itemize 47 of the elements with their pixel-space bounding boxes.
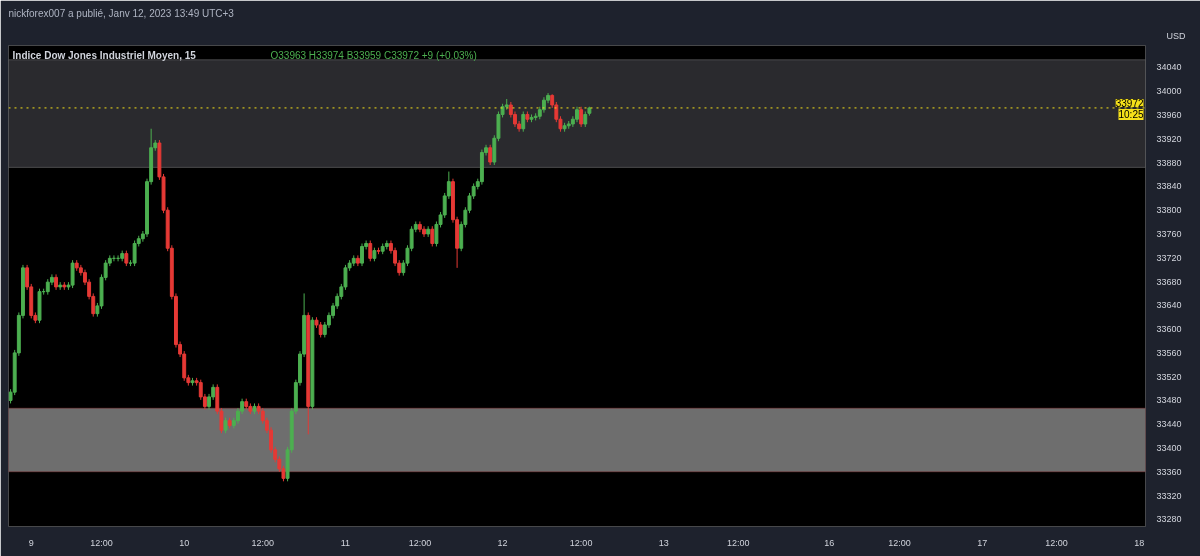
y-tick-label: 33520 (1156, 371, 1182, 382)
y-axis-title: USD (1166, 30, 1186, 41)
x-tick-label: 12:00 (251, 537, 275, 548)
y-tick-label: 33960 (1156, 110, 1182, 121)
x-tick-label: 12:00 (569, 537, 593, 548)
x-tick-label: 12:00 (726, 537, 750, 548)
x-tick-label: 11 (340, 537, 351, 548)
y-tick-label: 33640 (1156, 300, 1182, 311)
x-tick-label: 12:00 (408, 537, 432, 548)
x-tick-label: 12:00 (888, 537, 911, 548)
y-tick-label: 33760 (1156, 228, 1182, 239)
x-tick-label: 13 (658, 537, 669, 548)
chart-title: Indice Dow Jones Industriel Moyen, 15 (12, 49, 197, 61)
y-tick-label: 33280 (1156, 514, 1182, 525)
candlestick (488, 144, 493, 166)
y-tick-label: 33360 (1156, 466, 1182, 477)
x-tick-label: 17 (977, 537, 988, 548)
y-tick-label: 33400 (1156, 443, 1182, 454)
y-tick-label: 33320 (1156, 490, 1182, 501)
y-tick-label: 33880 (1156, 157, 1182, 168)
x-tick-label: 9 (28, 537, 34, 548)
y-tick-label: 33920 (1156, 133, 1182, 144)
candlestick (430, 225, 435, 247)
candlestick (360, 242, 364, 267)
annotation: 10:25 (1118, 108, 1144, 120)
text: nickforex007 a publié, Janv 12, 2023 13:49 UTC+3 (8, 7, 235, 19)
y-tick-label: 33840 (1156, 181, 1182, 192)
y-tick-label: 33600 (1156, 324, 1182, 335)
y-tick-label: 33680 (1156, 276, 1182, 287)
candlestick (132, 240, 137, 267)
candlestick (422, 225, 426, 238)
x-tick-label: 10 (179, 537, 190, 548)
y-tick-label: 33800 (1156, 205, 1182, 216)
x-tick-label: 12:00 (90, 537, 113, 548)
ref-line-label: 33972 (1115, 97, 1144, 109)
y-tick-label: 34040 (1156, 62, 1182, 73)
y-tick-label: 33480 (1156, 395, 1182, 406)
x-tick-label: 16 (824, 537, 835, 548)
y-tick-label: 33440 (1156, 419, 1182, 430)
y-tick-label: 34000 (1156, 86, 1182, 97)
x-tick-label: 18 (1134, 537, 1145, 548)
candlestick (70, 259, 75, 289)
y-tick-label: 33720 (1156, 252, 1182, 263)
x-tick-label: 12 (497, 537, 508, 548)
annotation: O33963 H33974 B33959 C33972 +9 (+0.03%) (270, 49, 477, 61)
y-tick-label: 33560 (1156, 347, 1182, 358)
x-tick-label: 12:00 (1045, 537, 1068, 548)
